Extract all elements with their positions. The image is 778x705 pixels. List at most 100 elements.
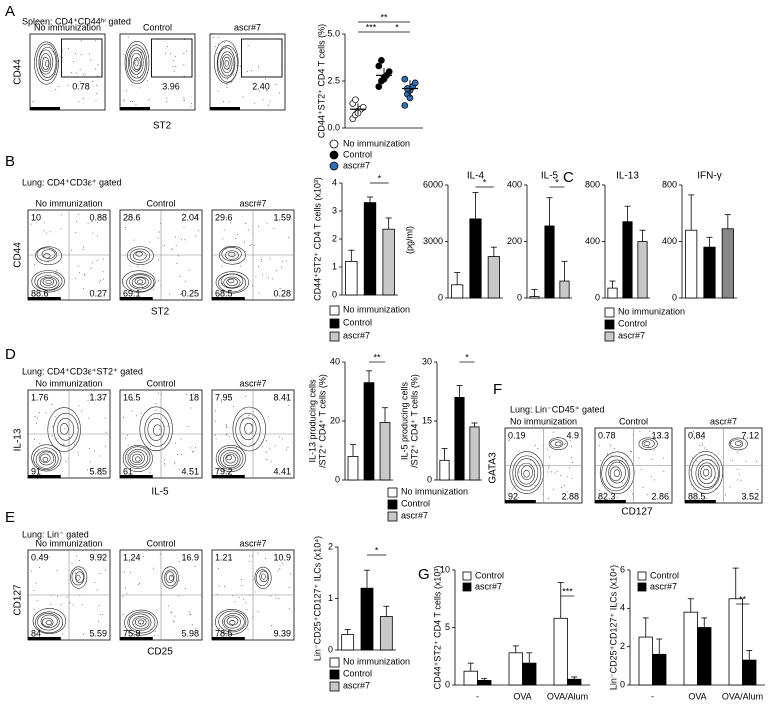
event-dot — [230, 222, 232, 224]
axis-density — [595, 500, 626, 503]
event-dot — [180, 239, 182, 241]
quadrant-value: 1.21 — [215, 552, 233, 562]
event-dot — [258, 292, 260, 294]
panel-label: G — [418, 566, 430, 583]
event-dot — [184, 587, 186, 589]
bar — [360, 587, 374, 651]
contour — [53, 412, 79, 447]
event-dot — [261, 446, 263, 448]
y-tick-label: 800 — [662, 179, 677, 189]
bar — [638, 636, 653, 686]
event-dot — [245, 250, 247, 252]
event-dot — [273, 228, 275, 230]
event-dot — [30, 555, 32, 557]
event-dot — [90, 267, 92, 269]
plot-title: No immunization — [35, 378, 102, 388]
event-dot — [96, 235, 98, 237]
event-dot — [82, 248, 84, 250]
event-dot — [38, 412, 40, 414]
event-dot — [77, 451, 79, 453]
event-dot — [265, 558, 267, 560]
event-dot — [285, 449, 287, 451]
contour — [134, 617, 147, 627]
event-dot — [701, 438, 703, 440]
event-dot — [149, 446, 151, 448]
event-dot — [101, 474, 103, 476]
event-dot — [98, 604, 100, 606]
event-dot — [265, 78, 267, 80]
event-dot — [569, 467, 571, 469]
y-tick-label: 800 — [585, 179, 600, 189]
event-dot — [153, 635, 155, 637]
event-dot — [31, 570, 33, 572]
event-dot — [258, 265, 260, 267]
contour — [31, 444, 62, 472]
event-dot — [184, 280, 186, 282]
contour — [218, 246, 246, 265]
quadrant-value: 3.52 — [741, 491, 759, 501]
event-dot — [99, 573, 101, 575]
event-dot — [72, 604, 74, 606]
event-dot — [125, 227, 127, 229]
plot-title: Control — [146, 198, 175, 208]
event-dot — [77, 454, 79, 456]
event-dot — [548, 465, 550, 467]
contour — [40, 453, 51, 464]
legend-swatch — [637, 582, 647, 592]
flow-x-label: CD25 — [147, 647, 173, 658]
event-dot — [55, 73, 57, 75]
bar — [721, 228, 734, 299]
event-dot — [96, 93, 98, 95]
event-dot — [216, 469, 218, 471]
event-dot — [261, 274, 263, 276]
event-dot — [183, 64, 185, 66]
event-dot — [63, 443, 65, 445]
event-dot — [269, 448, 271, 450]
event-dot — [214, 420, 216, 422]
plot-title: Control — [146, 538, 175, 548]
contour — [223, 56, 231, 70]
event-dot — [167, 45, 169, 47]
event-dot — [178, 580, 180, 582]
event-dot — [567, 476, 569, 478]
event-dot — [611, 455, 613, 457]
event-dot — [606, 454, 608, 456]
event-dot — [45, 412, 47, 414]
bar — [347, 455, 359, 481]
y-tick-label: 2.5 — [327, 75, 340, 85]
event-dot — [125, 587, 127, 589]
contour — [514, 458, 539, 487]
event-dot — [607, 452, 609, 454]
contour — [36, 43, 58, 81]
event-dot — [217, 567, 219, 569]
event-dot — [255, 275, 257, 277]
quadrant-value: 1.24 — [123, 552, 141, 562]
event-dot — [43, 230, 45, 232]
contour — [129, 274, 152, 290]
event-dot — [226, 87, 228, 89]
quadrant-value: 0.78 — [598, 430, 616, 440]
contour — [550, 439, 564, 448]
event-dot — [138, 583, 140, 585]
event-dot — [83, 633, 85, 635]
contour — [235, 412, 261, 447]
event-dot — [91, 221, 93, 223]
event-dot — [180, 438, 182, 440]
event-dot — [621, 482, 623, 484]
event-dot — [651, 458, 653, 460]
event-dot — [258, 66, 260, 68]
contour — [165, 571, 175, 583]
contour — [124, 609, 158, 636]
legend-swatch — [637, 571, 647, 581]
event-dot — [87, 399, 89, 401]
event-dot — [706, 449, 708, 451]
contour — [131, 52, 142, 72]
event-dot — [190, 103, 192, 105]
event-dot — [566, 491, 568, 493]
bar — [451, 284, 464, 299]
event-dot — [267, 415, 269, 417]
event-dot — [46, 232, 48, 234]
event-dot — [639, 430, 641, 432]
event-dot — [740, 480, 742, 482]
legend-swatch — [329, 161, 339, 171]
